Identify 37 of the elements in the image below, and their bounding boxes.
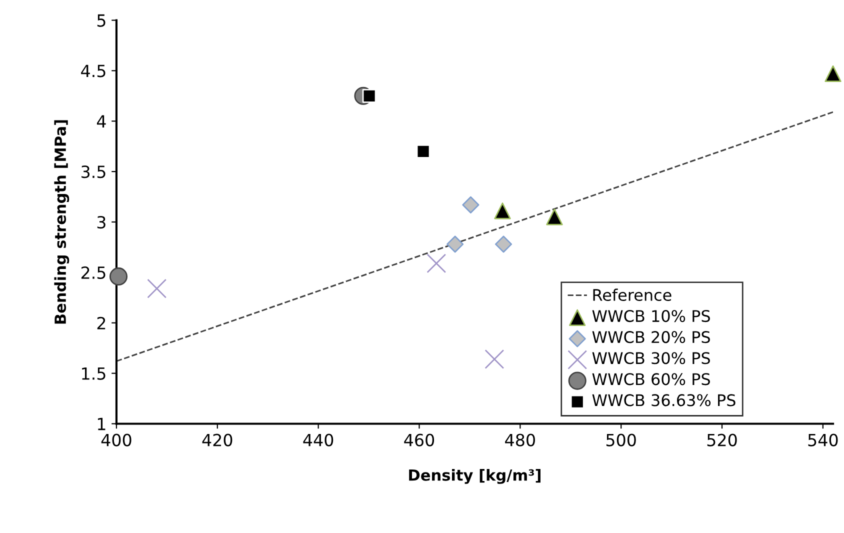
legend-label: WWCB 10% PS	[592, 310, 710, 322]
point	[546, 208, 563, 226]
y-tick-label: 1.5	[82, 367, 106, 380]
point	[426, 254, 446, 274]
x-tick-label: 440	[303, 434, 334, 446]
x-tick-label: 480	[505, 434, 535, 446]
x-tick-label: 500	[606, 434, 636, 446]
point	[484, 349, 504, 369]
legend-label: Reference	[593, 288, 672, 302]
x-tick-label: 460	[404, 434, 434, 446]
point	[109, 267, 128, 286]
point	[416, 144, 430, 158]
y-tick-label: 5	[97, 14, 106, 27]
x-tick-label: 520	[707, 434, 737, 446]
y-tick-label: 4	[96, 115, 106, 128]
point	[362, 88, 376, 103]
y-tick-label: 2.5	[81, 266, 106, 279]
point	[147, 278, 167, 298]
point	[446, 236, 464, 253]
legend-label: WWCB 60% PS	[592, 373, 710, 386]
legend-label: WWCB 36.63% PS	[592, 394, 736, 406]
legend-label: WWCB 20% PS	[592, 331, 710, 344]
point	[494, 202, 511, 220]
legend-label: WWCB 30% PS	[592, 352, 710, 364]
x-tick-label: 400	[101, 434, 132, 446]
y-axis-title: Bending strength [MPa]	[54, 120, 70, 324]
x-axis-title: Density [kg/m³]	[409, 469, 540, 484]
x-tick-label: 540	[808, 434, 838, 446]
point	[462, 196, 480, 214]
point	[494, 236, 512, 253]
y-tick-label: 1	[98, 418, 106, 430]
x-tick-label: 420	[202, 434, 232, 446]
y-tick-label: 2	[97, 316, 106, 330]
y-tick-label: 3.5	[82, 166, 106, 178]
y-tick-label: 3	[97, 216, 106, 229]
point	[824, 65, 842, 82]
y-tick-label: 4.5	[81, 64, 106, 78]
